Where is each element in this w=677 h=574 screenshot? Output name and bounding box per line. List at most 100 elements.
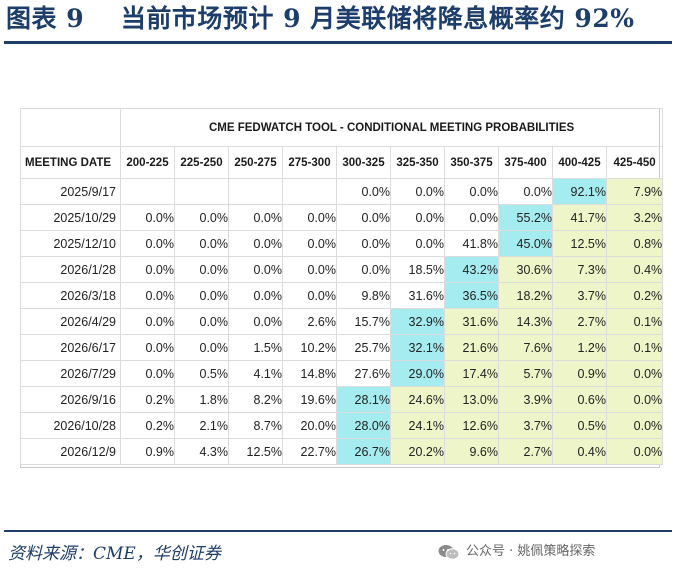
probability-cell: 0.0% [605,360,664,387]
wechat-icon [438,545,460,560]
probability-cell: 0.0% [336,204,391,231]
probability-cell: 43.2% [444,256,499,283]
rate-range-header: 325-350 [390,146,445,179]
probability-cell: 0.8% [605,230,664,257]
title-rule [4,41,672,44]
meeting-date-cell: 2026/3/18 [20,282,121,309]
probability-cell: 41.7% [552,204,607,231]
watermark: 公众号 · 姚佩策略探索 [438,538,595,566]
probability-cell: 45.0% [498,230,553,257]
probability-cell: 0.0% [336,256,391,283]
probability-cell: 0.0% [120,282,175,309]
probability-cell: 31.6% [390,282,445,309]
probability-cell: 0.0% [120,360,175,387]
probability-cell: 0.0% [390,230,445,257]
probability-cell: 24.6% [390,386,445,413]
meeting-date-cell: 2026/4/29 [20,308,121,335]
probability-cell: 0.0% [282,282,337,309]
table-row: 2026/1/28 0.0% 0.0% 0.0% 0.0% 0.0% 18.5% 43.2% 3… [20,256,664,283]
tool-title: CME FEDWATCH TOOL - CONDITIONAL MEETING … [119,108,664,147]
probability-cell: 0.0% [174,308,229,335]
rate-range-header: 375-400 [498,146,553,179]
probability-cell: 41.8% [444,230,499,257]
table-row: 2025/10/29 0.0% 0.0% 0.0% 0.0% 0.0% 0.0% 0.0% 55… [20,204,664,231]
probability-cell: 0.5% [552,412,607,439]
probability-cell: 4.3% [174,438,229,465]
probability-cell: 22.7% [282,438,337,465]
probability-cell: 25.7% [336,334,391,361]
meeting-date-cell: 2026/12/9 [20,438,121,465]
probability-cell: 0.0% [120,308,175,335]
probability-cell: 20.0% [282,412,337,439]
probability-cell [228,178,283,205]
probability-cell: 0.0% [174,204,229,231]
probability-cell: 2.7% [498,438,553,465]
footer-rule [4,530,672,532]
probability-cell: 0.0% [228,230,283,257]
probability-cell: 4.1% [228,360,283,387]
probability-table: CME FEDWATCH TOOL - CONDITIONAL MEETING … [20,108,664,465]
figure-title: 图表 9 当前市场预计 9 月美联储将降息概率约 92% [6,4,635,33]
probability-cell: 12.5% [228,438,283,465]
probability-cell: 12.5% [552,230,607,257]
table-row: 2026/7/29 0.0% 0.5% 4.1% 14.8% 27.6% 29.0% 17.4… [20,360,664,387]
probability-cell: 0.0% [390,178,445,205]
probability-cell: 0.4% [605,256,664,283]
probability-cell: 24.1% [390,412,445,439]
probability-cell: 3.7% [498,412,553,439]
probability-cell: 0.5% [174,360,229,387]
probability-cell: 0.0% [174,282,229,309]
probability-cell: 32.9% [390,308,445,335]
meeting-date-cell: 2025/10/29 [20,204,121,231]
rate-range-header: 300-325 [336,146,391,179]
probability-cell: 10.2% [282,334,337,361]
meeting-date-cell: 2026/7/29 [20,360,121,387]
probability-cell: 15.7% [336,308,391,335]
table-row: 2026/12/9 0.9% 4.3% 12.5% 22.7% 26.7% 20.2% 9.6… [20,438,664,465]
table-row: 2025/9/17 0.0% 0.0% 0.0% 0.0% 92.1% 7.9% [20,178,664,205]
probability-cell: 32.1% [390,334,445,361]
probability-cell: 0.0% [605,386,664,413]
probability-cell: 18.5% [390,256,445,283]
rate-range-header: 350-375 [444,146,499,179]
probability-cell: 0.2% [605,282,664,309]
probability-cell: 0.9% [552,360,607,387]
probability-cell: 28.1% [336,386,391,413]
probability-cell: 2.6% [282,308,337,335]
probability-cell: 0.0% [444,178,499,205]
probability-cell: 5.7% [498,360,553,387]
probability-cell: 0.2% [120,386,175,413]
probability-cell: 0.0% [605,412,664,439]
probability-cell: 0.0% [174,256,229,283]
meeting-date-cell: 2025/9/17 [20,178,121,205]
probability-cell: 0.0% [228,204,283,231]
probability-cell: 26.7% [336,438,391,465]
probability-cell: 0.0% [120,204,175,231]
probability-cell: 14.3% [498,308,553,335]
probability-cell: 55.2% [498,204,553,231]
meeting-date-header: MEETING DATE [20,146,121,179]
probability-cell: 0.0% [174,230,229,257]
probability-cell: 0.0% [120,256,175,283]
probability-cell [174,178,229,205]
meeting-date-cell: 2026/6/17 [20,334,121,361]
probability-cell: 1.2% [552,334,607,361]
probability-cell: 0.0% [605,438,664,465]
probability-cell: 9.8% [336,282,391,309]
meeting-date-cell: 2025/12/10 [20,230,121,257]
probability-cell: 3.9% [498,386,553,413]
table-row: 2026/9/16 0.2% 1.8% 8.2% 19.6% 28.1% 24.6% 13.0… [20,386,664,413]
rate-range-header: 425-450 [605,146,664,179]
rate-range-header: 225-250 [174,146,229,179]
probability-cell: 30.6% [498,256,553,283]
watermark-text: 公众号 · 姚佩策略探索 [466,544,596,559]
table-row: 2026/4/29 0.0% 0.0% 0.0% 2.6% 15.7% 32.9% 31.6%… [20,308,664,335]
probability-cell: 0.6% [552,386,607,413]
probability-cell: 0.0% [282,204,337,231]
probability-cell: 0.4% [552,438,607,465]
probability-cell: 0.0% [282,230,337,257]
probability-cell: 92.1% [552,178,607,205]
probability-cell: 7.6% [498,334,553,361]
meeting-date-cell: 2026/9/16 [20,386,121,413]
probability-cell: 0.0% [444,204,499,231]
